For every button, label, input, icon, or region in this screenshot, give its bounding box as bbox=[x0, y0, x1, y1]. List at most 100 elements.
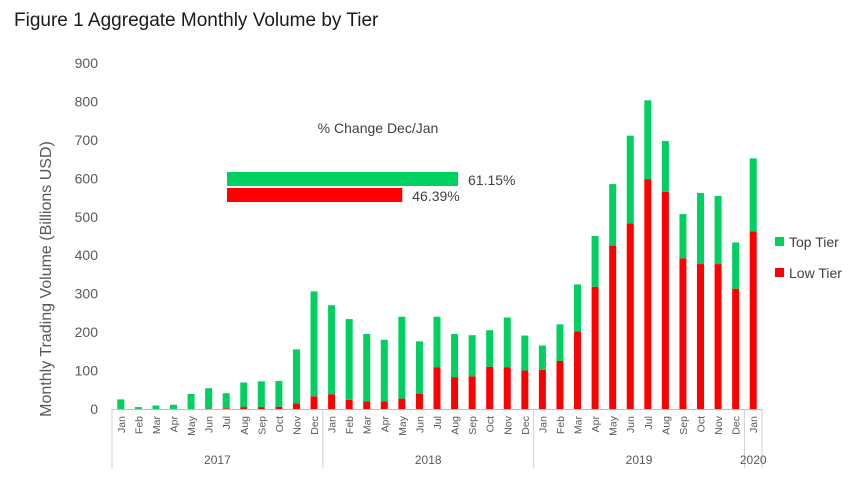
legend-swatch-top-tier bbox=[775, 237, 784, 246]
bar-low-tier bbox=[240, 407, 248, 409]
x-tick-label: Apr bbox=[168, 416, 180, 433]
year-label: 2018 bbox=[415, 453, 442, 467]
bar-top-tier bbox=[380, 339, 388, 402]
bar-low-tier bbox=[222, 408, 230, 409]
x-tick-label: Nov bbox=[502, 415, 514, 434]
bar-low-tier bbox=[380, 401, 388, 409]
bar-top-tier bbox=[275, 380, 283, 407]
y-axis-label: Monthly Trading Volume (Billions USD) bbox=[38, 141, 55, 417]
y-tick-label: 500 bbox=[75, 209, 99, 225]
y-tick-label: 400 bbox=[75, 247, 99, 263]
bar-top-tier bbox=[205, 388, 213, 409]
bar-top-tier bbox=[222, 393, 230, 409]
bar-top-tier bbox=[749, 158, 757, 232]
bar-top-tier bbox=[468, 335, 476, 377]
x-tick-label: Jun bbox=[414, 416, 426, 433]
annotation-value: 61.15% bbox=[468, 172, 515, 188]
bar-low-tier bbox=[486, 366, 494, 409]
bar-low-tier bbox=[679, 258, 687, 409]
bar-low-tier bbox=[574, 331, 582, 409]
x-tick-label: Mar bbox=[362, 416, 374, 435]
bar-low-tier bbox=[363, 401, 371, 409]
bar-low-tier bbox=[451, 377, 459, 409]
bar-low-tier bbox=[626, 223, 634, 409]
bar-top-tier bbox=[292, 349, 300, 404]
bar-low-tier bbox=[345, 399, 353, 409]
y-tick-label: 300 bbox=[75, 286, 99, 302]
x-tick-label: Sep bbox=[467, 416, 479, 435]
legend: Top Tier Low Tier bbox=[775, 234, 842, 281]
bar-top-tier bbox=[257, 381, 265, 408]
bar-top-tier bbox=[451, 334, 459, 378]
bar-low-tier bbox=[521, 370, 529, 409]
bar-top-tier bbox=[415, 341, 423, 394]
y-axis: 0 100 200 300 400 500 600 700 800 900 bbox=[75, 55, 99, 417]
x-tick-label: Feb bbox=[344, 416, 356, 434]
x-axis: Jan Feb Mar Apr May Jun Jul Aug Sep Oct Nov Dec Jan F… bbox=[111, 409, 767, 468]
y-tick-label: 600 bbox=[75, 170, 99, 186]
x-tick-label: Apr bbox=[379, 416, 391, 433]
bar-low-tier bbox=[749, 231, 757, 409]
bar-low-tier bbox=[697, 264, 705, 409]
x-tick-label: Jul bbox=[643, 416, 655, 429]
bar-low-tier bbox=[538, 369, 546, 409]
bar-low-tier bbox=[257, 407, 265, 409]
bar-top-tier bbox=[574, 284, 582, 332]
bar-low-tier bbox=[644, 179, 652, 409]
bar-top-tier bbox=[521, 335, 529, 371]
y-tick-label: 700 bbox=[75, 132, 99, 148]
bar-low-tier bbox=[310, 396, 318, 409]
bar-top-tier bbox=[169, 404, 177, 409]
bars bbox=[117, 100, 757, 409]
bar-top-tier bbox=[661, 141, 669, 192]
annotation-bar bbox=[227, 172, 458, 186]
bar-top-tier bbox=[697, 192, 705, 265]
x-tick-label: May bbox=[608, 415, 620, 436]
bar-low-tier bbox=[591, 286, 599, 409]
bar-top-tier bbox=[486, 330, 494, 367]
bar-top-tier bbox=[644, 100, 652, 180]
bar-top-tier bbox=[328, 305, 336, 395]
x-tick-label: Dec bbox=[731, 416, 743, 435]
bar-low-tier bbox=[556, 360, 564, 409]
x-tick-label: Jun bbox=[204, 416, 216, 433]
x-tick-label: Oct bbox=[696, 416, 708, 432]
x-tick-label: Nov bbox=[713, 415, 725, 434]
x-tick-label: Jul bbox=[432, 416, 444, 429]
x-tick-label: Jul bbox=[221, 416, 233, 429]
x-tick-label: Aug bbox=[239, 416, 251, 435]
bar-top-tier bbox=[345, 319, 353, 400]
x-tick-label: Apr bbox=[590, 416, 602, 433]
bar-low-tier bbox=[468, 376, 476, 409]
year-label: 2019 bbox=[626, 453, 653, 467]
bar-low-tier bbox=[433, 367, 441, 409]
legend-label-low-tier: Low Tier bbox=[789, 265, 842, 281]
y-tick-label: 800 bbox=[75, 93, 99, 109]
bar-low-tier bbox=[292, 403, 300, 409]
x-tick-label: Mar bbox=[151, 416, 163, 435]
bar-low-tier bbox=[503, 367, 511, 409]
x-tick-label: Nov bbox=[291, 415, 303, 434]
bar-top-tier bbox=[398, 316, 406, 399]
legend-swatch-low-tier bbox=[775, 268, 784, 277]
x-tick-label: Dec bbox=[520, 416, 532, 435]
annotation-value: 46.39% bbox=[412, 188, 459, 204]
y-tick-label: 0 bbox=[90, 401, 98, 417]
bar-low-tier bbox=[328, 394, 336, 409]
figure-title: Figure 1 Aggregate Monthly Volume by Tie… bbox=[14, 10, 379, 31]
y-tick-label: 900 bbox=[75, 55, 99, 71]
bar-low-tier bbox=[661, 191, 669, 409]
bar-top-tier bbox=[117, 399, 125, 409]
x-tick-label: Jun bbox=[625, 416, 637, 433]
bar-top-tier bbox=[240, 382, 248, 408]
y-tick-label: 200 bbox=[75, 324, 99, 340]
year-label: 2020 bbox=[740, 453, 767, 467]
x-tick-label: Aug bbox=[660, 416, 672, 435]
bar-low-tier bbox=[609, 245, 617, 409]
bar-top-tier bbox=[591, 236, 599, 287]
bar-low-tier bbox=[398, 398, 406, 409]
x-tick-label: Jan bbox=[116, 416, 128, 433]
y-tick-label: 100 bbox=[75, 363, 99, 379]
